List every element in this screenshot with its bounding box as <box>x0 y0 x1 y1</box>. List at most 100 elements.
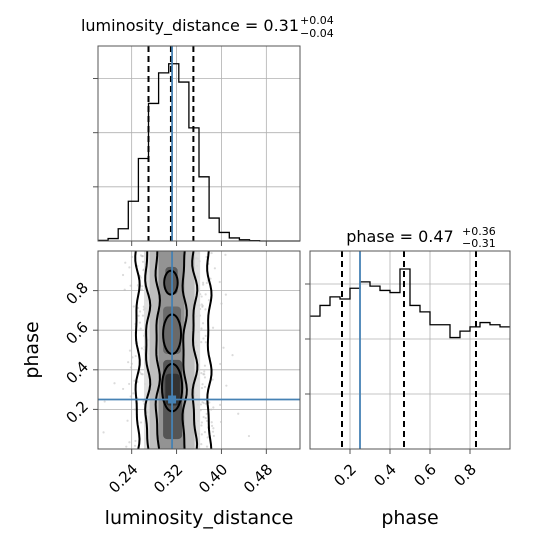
luminosity-distance-title-lower-error: −0.04 <box>300 27 334 40</box>
posterior-sample-point <box>203 373 206 376</box>
posterior-sample-point <box>202 337 205 340</box>
posterior-sample-point <box>204 293 207 296</box>
posterior-sample-point <box>224 293 227 296</box>
joint-ytick-label: 0.4 <box>62 358 92 388</box>
posterior-sample-point <box>200 327 203 330</box>
phase-title-median: 0.47 <box>418 227 454 246</box>
posterior-sample-point <box>132 392 135 395</box>
contour-mid-left <box>144 251 152 449</box>
posterior-sample-point <box>201 322 205 325</box>
joint-xtick-label: 0.32 <box>150 460 186 496</box>
posterior-sample-point <box>123 288 126 291</box>
posterior-sample-point <box>138 321 142 324</box>
posterior-sample-point <box>140 347 143 350</box>
phase-xtick-label: 0.8 <box>450 460 480 490</box>
posterior-sample-point <box>205 419 209 423</box>
posterior-sample-point <box>219 362 222 366</box>
y-axis-label-phase: phase <box>21 321 43 378</box>
posterior-sample-point <box>213 267 216 270</box>
posterior-sample-point <box>201 401 204 404</box>
posterior-sample-point <box>205 281 208 285</box>
posterior-sample-point <box>209 277 212 280</box>
x-axis-label-luminosity-distance: luminosity_distance <box>105 507 294 529</box>
posterior-sample-point <box>130 255 133 259</box>
posterior-sample-point <box>138 310 142 313</box>
posterior-sample-point <box>204 416 207 420</box>
contour-outer-right <box>206 251 213 449</box>
joint-xtick-label: 0.24 <box>105 460 141 496</box>
phase-title-param: phase <box>346 227 394 246</box>
phase-frame <box>309 250 511 450</box>
posterior-sample-point <box>129 366 133 369</box>
posterior-sample-point <box>131 356 134 359</box>
joint-xtick-label: 0.48 <box>240 460 276 496</box>
posterior-sample-point <box>231 354 234 357</box>
joint-xtick-label: 0.40 <box>195 460 231 496</box>
phase-histogram-step <box>310 268 510 339</box>
posterior-sample-point <box>128 349 132 352</box>
posterior-sample-point <box>202 283 205 286</box>
posterior-sample-point <box>219 403 222 406</box>
posterior-sample-point <box>113 382 116 385</box>
posterior-sample-point <box>141 314 145 317</box>
posterior-sample-point <box>139 421 143 424</box>
posterior-sample-point <box>225 384 228 387</box>
ld-histogram-step <box>98 63 300 242</box>
posterior-sample-point <box>237 412 240 415</box>
joint-frame <box>97 250 301 450</box>
posterior-sample-point <box>204 334 207 337</box>
posterior-sample-point <box>132 305 135 308</box>
joint-plot-area <box>98 251 300 449</box>
luminosity-distance-title-param: luminosity_distance <box>81 16 240 36</box>
posterior-sample-point <box>210 421 213 424</box>
posterior-sample-point <box>128 382 131 386</box>
posterior-sample-point <box>212 427 215 430</box>
posterior-sample-point <box>124 261 127 264</box>
joint-posterior-panel: 0.24 0.32 0.40 0.48 0.2 0.4 0.6 0.8 <box>62 250 301 497</box>
posterior-sample-point <box>206 436 209 439</box>
phase-title-eq: = <box>395 227 419 246</box>
contour-mid-right <box>191 251 199 449</box>
posterior-sample-point <box>102 431 105 434</box>
posterior-sample-point <box>219 420 223 424</box>
posterior-sample-point <box>128 266 131 269</box>
posterior-sample-point <box>130 362 133 365</box>
posterior-sample-point <box>200 295 203 298</box>
posterior-sample-point <box>200 421 204 424</box>
posterior-sample-point <box>203 364 207 367</box>
posterior-sample-point <box>220 302 223 305</box>
x-axis-label-phase: phase <box>381 507 438 529</box>
posterior-sample-point <box>200 433 203 436</box>
posterior-sample-point <box>211 378 214 381</box>
posterior-sample-point <box>203 431 207 434</box>
posterior-sample-point <box>141 255 144 258</box>
posterior-sample-point <box>129 395 132 398</box>
posterior-sample-point <box>141 260 145 263</box>
posterior-sample-point <box>136 284 139 287</box>
posterior-sample-point <box>201 383 204 386</box>
phase-histogram-panel: 0.2 0.4 0.6 0.8 <box>305 250 511 490</box>
phase-xtick-label: 0.4 <box>370 460 400 490</box>
luminosity-distance-title-median: 0.31 <box>263 16 299 35</box>
posterior-sample-point <box>208 401 211 404</box>
posterior-sample-point <box>139 327 142 330</box>
posterior-sample-point <box>127 361 130 364</box>
posterior-sample-point <box>141 373 144 376</box>
contour-inner-left <box>154 251 161 449</box>
posterior-sample-point <box>139 371 142 374</box>
joint-ytick-label: 0.8 <box>62 279 92 309</box>
posterior-sample-point <box>125 445 128 448</box>
posterior-sample-point <box>212 434 215 438</box>
posterior-sample-point <box>134 439 137 443</box>
posterior-sample-point <box>200 372 203 375</box>
posterior-sample-point <box>203 370 206 373</box>
phase-xtick-label: 0.6 <box>410 460 440 490</box>
truth-point-marker <box>168 395 177 404</box>
posterior-sample-point <box>133 379 136 382</box>
posterior-sample-point <box>137 314 140 317</box>
posterior-sample-point <box>122 387 125 391</box>
contour-outer-left <box>134 251 141 449</box>
posterior-sample-point <box>141 285 144 288</box>
posterior-sample-point <box>126 419 129 422</box>
